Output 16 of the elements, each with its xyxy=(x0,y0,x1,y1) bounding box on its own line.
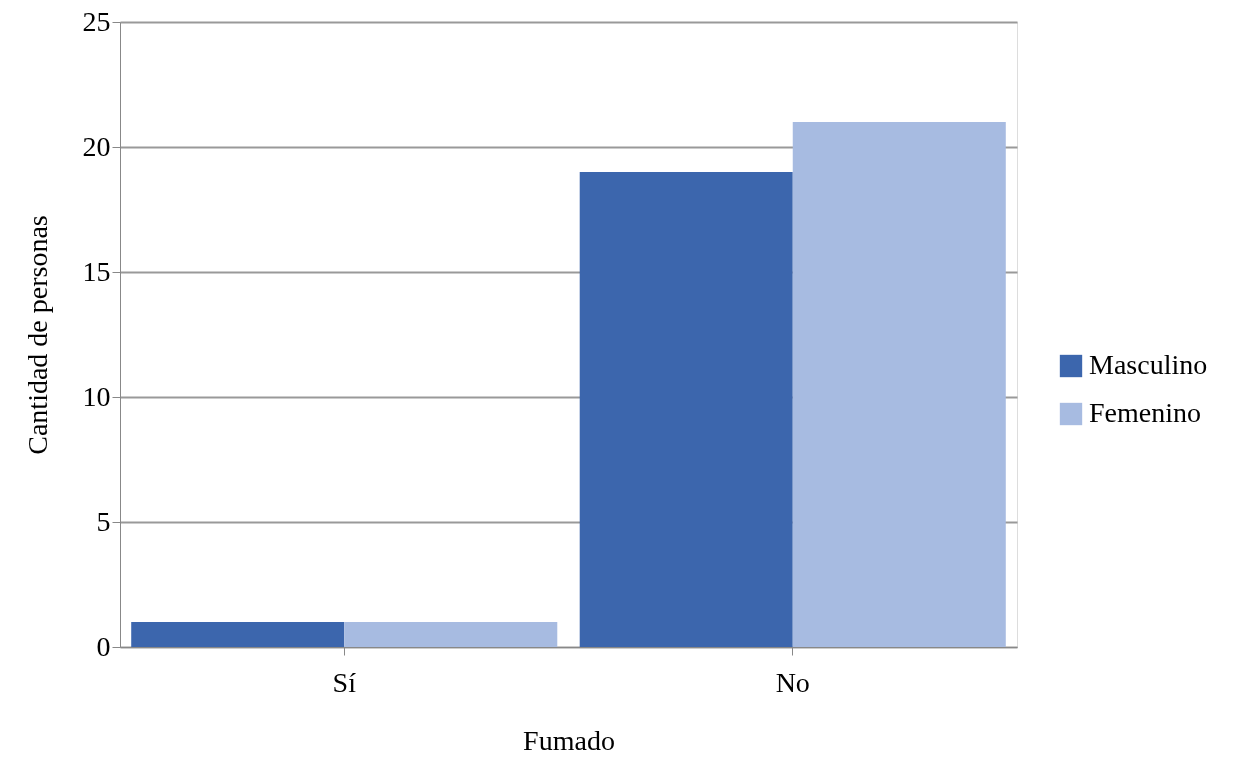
y-tick-label: 15 xyxy=(82,255,111,287)
y-tick-label: 25 xyxy=(82,5,111,37)
legend-label: Femenino xyxy=(1089,397,1201,428)
y-tick-label: 20 xyxy=(82,130,111,162)
y-tick-label: 0 xyxy=(96,630,111,662)
x-axis-title: Fumado xyxy=(523,724,615,756)
bar xyxy=(579,172,793,647)
bar xyxy=(792,122,1006,647)
y-axis-title: Cantidad de personas xyxy=(21,215,53,455)
y-tick-label: 10 xyxy=(82,380,111,412)
legend-label: Masculino xyxy=(1089,349,1208,380)
x-tick-label: No xyxy=(775,666,810,698)
bar xyxy=(131,622,345,647)
y-tick-label: 5 xyxy=(96,505,111,537)
x-tick-label: Sí xyxy=(332,666,357,698)
bar xyxy=(344,622,558,647)
